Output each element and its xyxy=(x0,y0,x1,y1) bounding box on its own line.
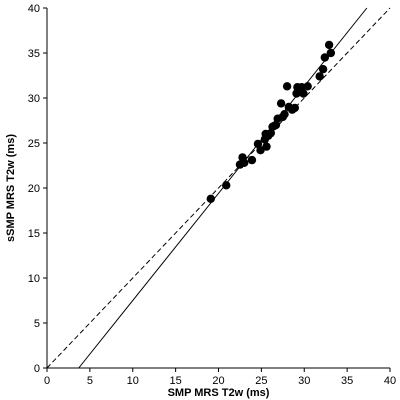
x-tick-label: 10 xyxy=(127,375,139,387)
x-axis-title: SMP MRS T2w (ms) xyxy=(168,387,270,399)
reference-lines xyxy=(46,7,391,369)
data-point xyxy=(247,155,257,165)
y-axis-title: sSMP MRS T2w (ms) xyxy=(5,134,17,242)
y-tick-label: 15 xyxy=(28,228,40,240)
y-tick-label: 35 xyxy=(28,48,40,60)
data-point xyxy=(276,99,286,108)
x-tick-label: 40 xyxy=(384,375,396,387)
regression-line xyxy=(78,7,368,369)
y-tick-label: 10 xyxy=(28,273,40,285)
x-tick-label: 25 xyxy=(255,375,267,387)
x-tick-label: 20 xyxy=(212,375,224,387)
data-point xyxy=(299,89,308,98)
y-tick-label: 40 xyxy=(28,3,40,15)
y-tick-label: 25 xyxy=(28,138,40,150)
data-point xyxy=(315,72,324,81)
data-point xyxy=(253,139,263,149)
data-point xyxy=(262,142,271,151)
data-point xyxy=(292,89,301,98)
data-point xyxy=(318,65,328,74)
data-point xyxy=(290,103,300,113)
y-tick-label: 30 xyxy=(28,93,40,105)
x-tick-label: 5 xyxy=(87,375,93,387)
data-point xyxy=(282,82,292,91)
x-tick-label: 15 xyxy=(170,375,182,387)
data-point xyxy=(240,158,249,167)
data-point xyxy=(271,120,281,130)
data-point xyxy=(280,110,289,119)
y-tick-label: 20 xyxy=(28,183,40,195)
data-points xyxy=(206,40,336,203)
data-point xyxy=(303,82,312,91)
data-point xyxy=(326,48,336,58)
data-point xyxy=(266,128,276,138)
x-tick-label: 0 xyxy=(44,375,50,387)
x-tick-label: 30 xyxy=(298,375,310,387)
y-ticks: 0 5 10 15 20 25 30 35 40 xyxy=(28,3,47,375)
y-tick-label: 0 xyxy=(34,363,40,375)
y-tick-label: 5 xyxy=(34,318,40,330)
x-ticks: 0 5 10 15 20 25 30 35 40 xyxy=(44,368,396,387)
data-point xyxy=(324,40,334,50)
x-tick-label: 35 xyxy=(341,375,353,387)
data-point xyxy=(222,181,231,190)
data-point xyxy=(206,194,215,203)
identity-line xyxy=(46,7,391,369)
data-point xyxy=(320,53,330,62)
